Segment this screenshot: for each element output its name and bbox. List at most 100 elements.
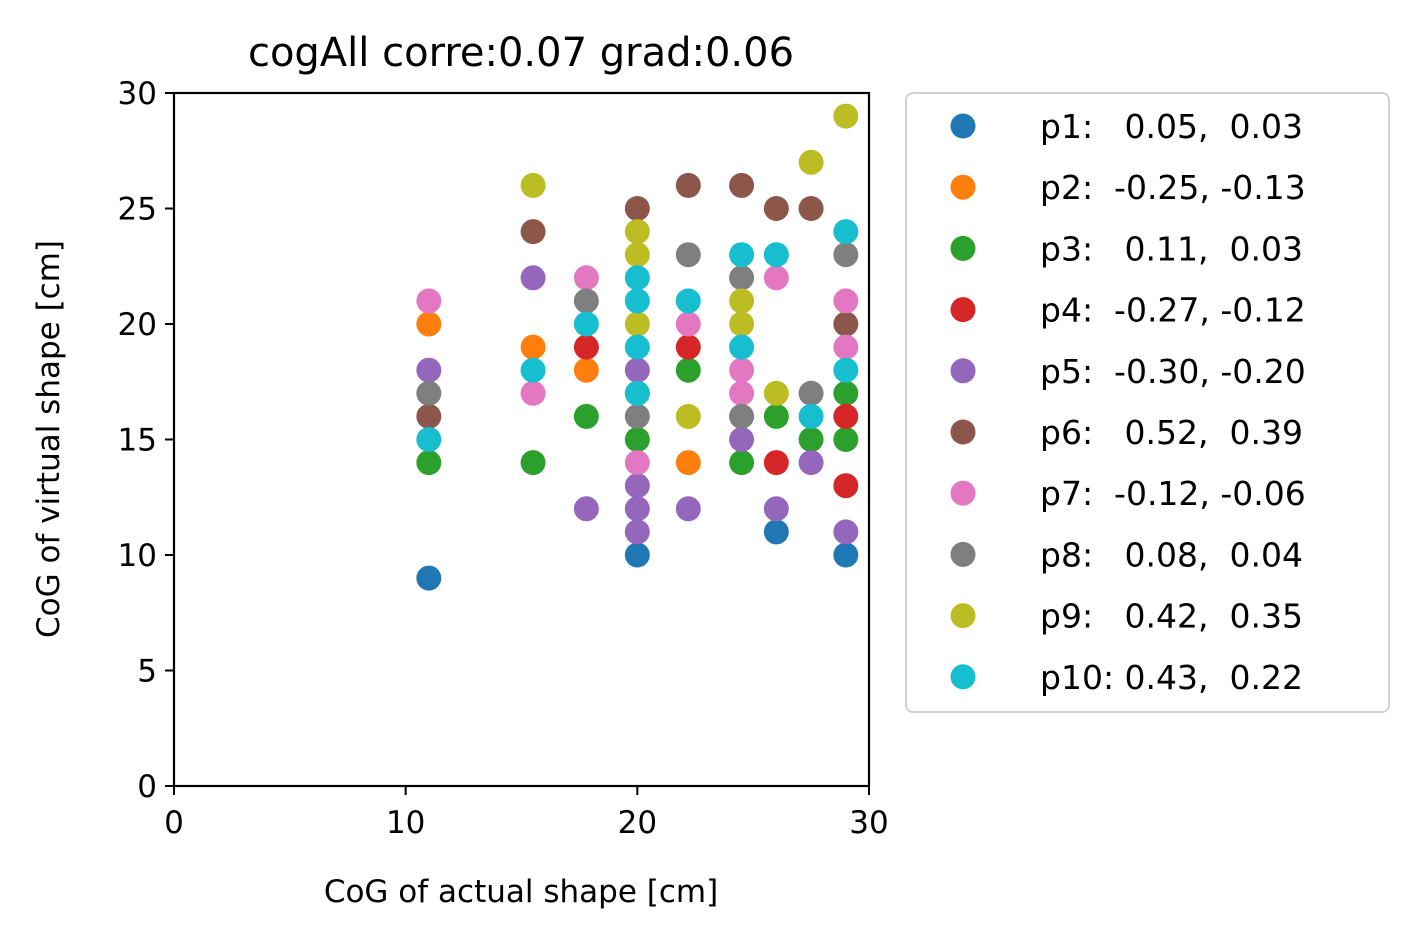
point-p3-7 [729,450,755,476]
point-p9-10 [833,103,859,129]
y-tick-label: 25 [118,192,157,228]
point-p10-2 [520,357,546,383]
legend-label-p6: p6: 0.52, 0.39 [1040,413,1303,452]
point-p3-9 [798,427,824,452]
point-p4-5 [833,473,859,499]
point-p5-7 [624,519,650,545]
x-axis: 0 10 20 30 [164,786,889,841]
x-tick-label: 30 [849,805,888,841]
point-p7-7 [729,380,755,406]
y-tick-label: 5 [137,654,157,690]
x-tick-label: 0 [164,805,184,841]
point-p3-8 [763,403,789,429]
legend-marker-p3 [950,235,976,261]
point-p7-6 [729,357,755,383]
point-p2-4 [675,450,701,476]
point-p9-3 [624,242,650,268]
point-p1-1 [416,565,442,591]
point-p6-8 [833,311,859,337]
x-tick-label: 20 [618,805,657,841]
legend-label-p5: p5: -0.30, -0.20 [1040,352,1306,391]
point-p10-11 [763,242,789,268]
point-p1-3 [763,519,789,545]
point-p5-4 [624,357,650,383]
point-p7-4 [624,450,650,476]
point-p9-4 [624,311,650,337]
point-p6-3 [624,196,650,221]
point-p2-3 [573,357,599,383]
point-p9-1 [520,172,546,198]
point-p8-3 [624,403,650,429]
x-tick-label: 10 [386,805,425,841]
point-p8-1 [416,380,442,406]
legend-marker-p8 [950,541,976,567]
y-tick-label: 20 [118,307,157,343]
point-p8-7 [798,380,824,406]
point-p10-5 [624,288,650,314]
point-p10-13 [833,219,859,245]
point-p6-2 [520,219,546,245]
legend-label-p8: p8: 0.08, 0.04 [1040,535,1303,574]
point-p9-7 [729,311,755,337]
legend-marker-p9 [950,603,976,629]
data-points [416,103,859,591]
point-p8-2 [573,288,599,314]
point-p7-9 [833,288,859,314]
y-tick-label: 0 [137,769,157,805]
point-p3-11 [833,427,859,452]
point-p10-14 [833,357,859,383]
y-tick-label: 15 [118,423,157,459]
legend-frame [905,92,1390,713]
point-p6-6 [763,196,789,221]
point-p7-3 [573,265,599,291]
point-p9-2 [624,219,650,245]
point-p5-8 [675,496,701,522]
point-p3-2 [520,450,546,476]
legend-marker-p2 [950,174,976,200]
y-tick-label: 10 [118,538,157,574]
point-p4-2 [675,334,701,360]
point-p10-3 [573,311,599,337]
point-p9-9 [798,149,824,175]
point-p6-5 [729,172,755,198]
point-p7-10 [833,334,859,360]
point-p3-6 [675,357,701,383]
legend: p1: 0.05, 0.03 p2: -0.25, -0.13 p3: 0.11, … [905,92,1390,713]
point-p5-12 [833,519,859,545]
legend-marker-p1 [950,113,976,139]
point-p3-1 [416,450,442,476]
point-p4-3 [763,450,789,476]
point-p6-1 [416,403,442,429]
point-p6-7 [798,196,824,221]
point-p5-11 [798,450,824,476]
y-tick-label: 30 [118,76,157,112]
point-p1-4 [833,542,859,568]
plot-frame [172,91,871,788]
legend-label-p9: p9: 0.42, 0.35 [1040,597,1303,636]
point-p3-3 [573,403,599,429]
point-p10-1 [416,427,442,452]
y-axis: 0 5 10 15 20 25 30 [118,76,174,805]
point-p9-5 [675,403,701,429]
point-p5-3 [573,496,599,522]
point-p10-10 [729,334,755,360]
point-p4-1 [573,334,599,360]
legend-label-p1: p1: 0.05, 0.03 [1040,107,1303,146]
point-p9-6 [729,288,755,314]
point-p7-5 [675,311,701,337]
point-p8-6 [729,403,755,429]
chart-title: cogAll corre:0.07 grad:0.06 [248,30,794,76]
point-p6-4 [675,172,701,198]
point-p10-9 [729,242,755,268]
legend-label-p4: p4: -0.27, -0.12 [1040,291,1306,330]
point-p10-4 [624,265,650,291]
point-p10-12 [798,403,824,429]
point-p9-8 [763,380,789,406]
point-p5-5 [624,473,650,499]
point-p5-1 [416,357,442,383]
point-p7-1 [416,288,442,314]
legend-marker-p5 [950,358,976,384]
legend-label-p7: p7: -0.12, -0.06 [1040,474,1306,513]
point-p10-7 [624,380,650,406]
